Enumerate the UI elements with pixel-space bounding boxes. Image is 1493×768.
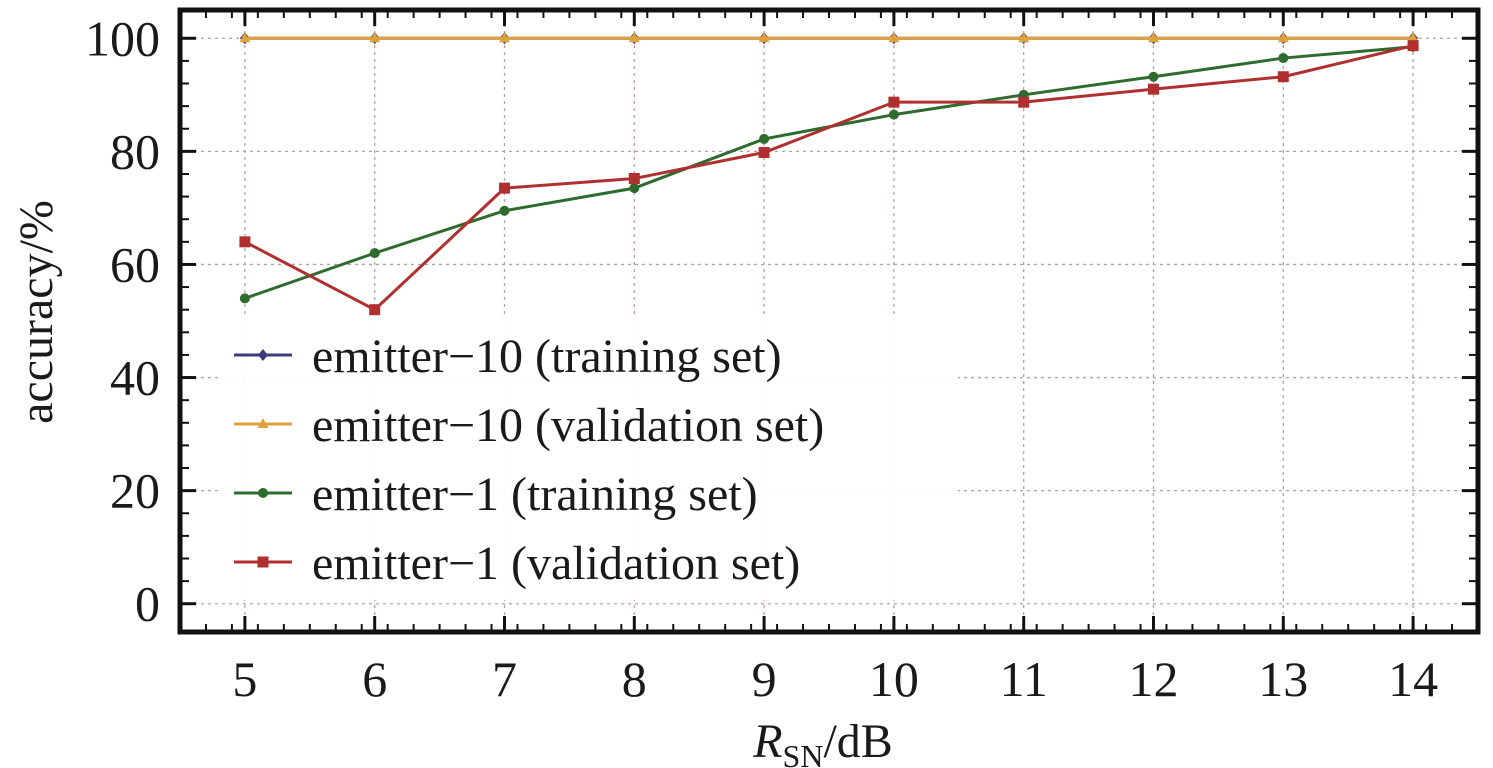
x-tick-label: 6 [362, 651, 387, 707]
data-point [239, 236, 251, 248]
x-axis-title: RSN/dB [752, 715, 893, 768]
data-point [628, 173, 640, 185]
x-tick-label: 14 [1388, 651, 1438, 707]
data-point [629, 183, 640, 194]
data-point [1148, 83, 1159, 95]
data-point [1148, 32, 1159, 43]
x-axis-title-main: R [752, 715, 782, 768]
x-tick-label: 7 [492, 651, 517, 707]
y-tick-label: 60 [110, 236, 160, 292]
series-line [244, 45, 1414, 300]
legend-label: emitter−1 (training set) [312, 468, 758, 521]
x-axis-title-unit: /dB [823, 715, 892, 768]
data-point [628, 32, 640, 43]
data-point [1277, 71, 1289, 83]
data-point [758, 32, 770, 43]
legend-item: emitter−1 (training set) [234, 468, 758, 521]
legend-box [218, 318, 958, 600]
data-point [888, 96, 900, 108]
x-tick-label: 9 [752, 651, 777, 707]
data-point [499, 205, 510, 216]
legend-marker [257, 418, 269, 428]
y-tick-label: 40 [110, 350, 160, 406]
data-point [499, 182, 510, 194]
data-point [369, 32, 381, 43]
y-tick-label: 20 [110, 463, 160, 519]
plot-frame [177, 7, 1481, 635]
x-tick-label: 13 [1258, 651, 1308, 707]
data-point [888, 109, 899, 120]
data-point [239, 293, 250, 304]
y-axis-title: accuracy/% [10, 200, 63, 424]
data-point [1018, 96, 1030, 108]
data-point [1407, 32, 1419, 43]
legend-label: emitter−1 (validation set) [312, 537, 800, 590]
legend-label: emitter−10 (training set) [312, 330, 782, 383]
x-tick-label: 10 [869, 651, 919, 707]
y-tick-label: 80 [110, 123, 160, 179]
series-3 [239, 40, 1419, 316]
x-tick-label: 12 [1129, 651, 1179, 707]
x-tick-label: 11 [1000, 651, 1048, 707]
legend-marker [257, 556, 269, 568]
y-tick-label: 100 [85, 10, 160, 66]
data-point [1148, 71, 1159, 82]
data-point [369, 304, 381, 316]
x-tick-label: 8 [622, 651, 647, 707]
series-layer [239, 32, 1419, 316]
data-point [1277, 32, 1289, 43]
data-point [759, 133, 770, 144]
data-point [1407, 40, 1419, 52]
data-point [239, 32, 251, 43]
legend-item: emitter−10 (validation set) [234, 399, 824, 452]
data-point [888, 32, 900, 43]
legend-marker [258, 488, 268, 498]
x-axis-ticks: 5 6 7 8 9 10 11 12 13 14 [232, 10, 1438, 707]
legend-item: emitter−1 (validation set) [234, 537, 800, 590]
legend-item: emitter−10 (training set) [234, 330, 782, 383]
series-line [244, 44, 1414, 312]
data-point [1278, 53, 1289, 64]
series-1 [239, 32, 1419, 43]
legend-label: emitter−10 (validation set) [312, 399, 824, 452]
y-tick-label: 0 [135, 576, 160, 632]
data-point [1018, 32, 1030, 43]
legend-marker [258, 349, 268, 361]
data-point [758, 146, 770, 158]
x-tick-label: 5 [232, 651, 257, 707]
data-point [499, 32, 510, 43]
x-axis-title-sub: SN [783, 738, 824, 768]
legend: emitter−10 (training set) emitter−10 (val… [218, 318, 958, 600]
y-axis-ticks: 0 20 40 60 80 100 [85, 10, 1478, 632]
data-point [369, 248, 380, 259]
